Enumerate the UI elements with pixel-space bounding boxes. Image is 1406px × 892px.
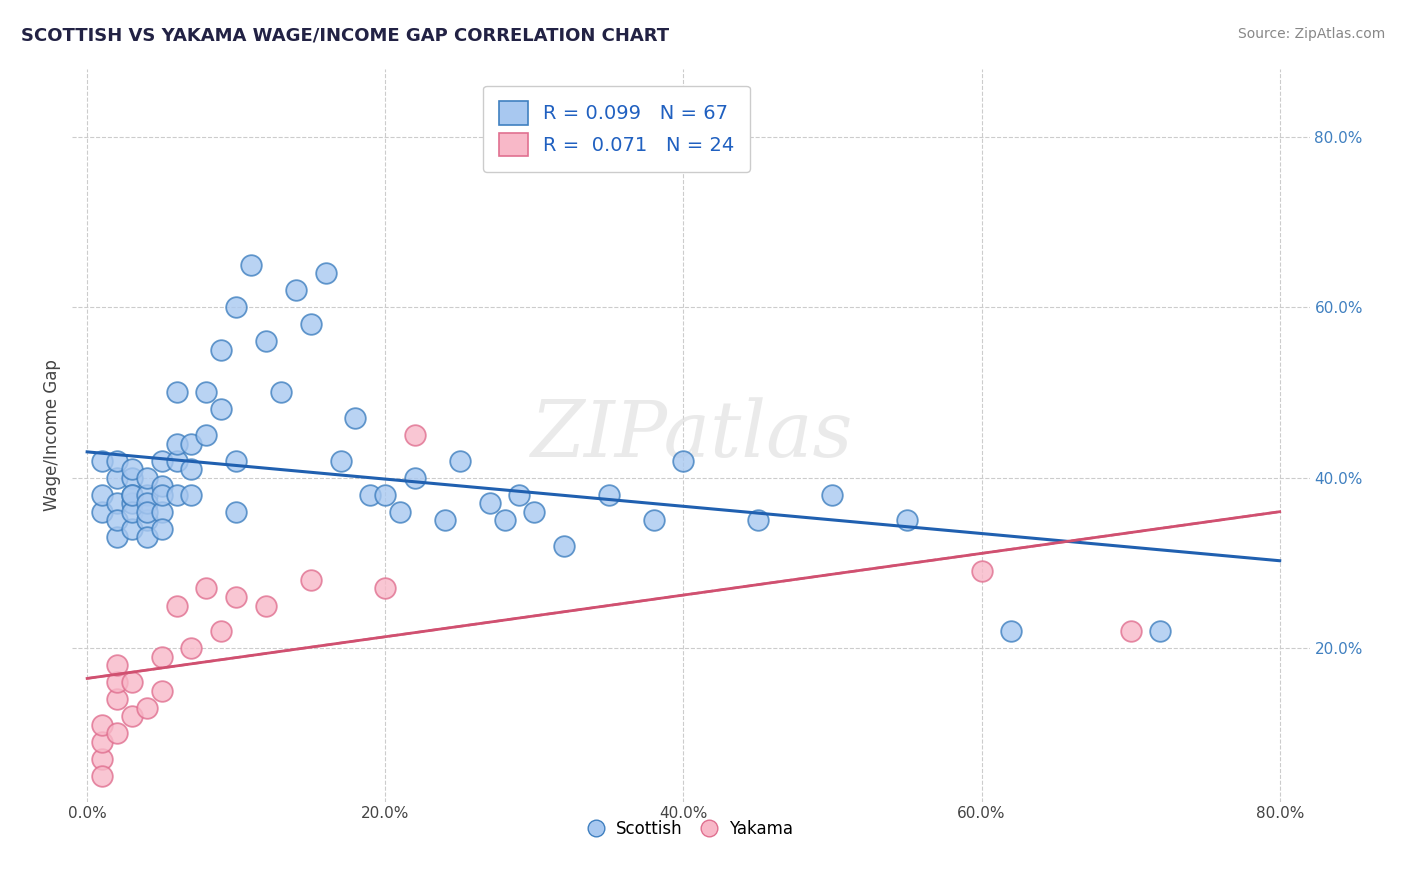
Point — [91, 488, 114, 502]
Point — [315, 266, 337, 280]
Point — [329, 453, 352, 467]
Point — [1119, 624, 1142, 639]
Point — [225, 300, 247, 314]
Point — [166, 599, 188, 613]
Point — [478, 496, 501, 510]
Point — [180, 488, 202, 502]
Point — [150, 649, 173, 664]
Point — [135, 471, 157, 485]
Point — [135, 496, 157, 510]
Point — [150, 683, 173, 698]
Text: SCOTTISH VS YAKAMA WAGE/INCOME GAP CORRELATION CHART: SCOTTISH VS YAKAMA WAGE/INCOME GAP CORRE… — [21, 27, 669, 45]
Text: ZIPatlas: ZIPatlas — [530, 397, 852, 473]
Point — [209, 402, 232, 417]
Point — [135, 505, 157, 519]
Point — [105, 675, 128, 690]
Point — [284, 283, 307, 297]
Point — [180, 462, 202, 476]
Point — [1149, 624, 1171, 639]
Point — [672, 453, 695, 467]
Point — [225, 590, 247, 604]
Point — [643, 513, 665, 527]
Point — [150, 488, 173, 502]
Point — [135, 488, 157, 502]
Point — [150, 479, 173, 493]
Point — [121, 471, 143, 485]
Point — [121, 675, 143, 690]
Point — [195, 385, 218, 400]
Point — [91, 718, 114, 732]
Point — [195, 428, 218, 442]
Point — [508, 488, 530, 502]
Point — [105, 471, 128, 485]
Text: Source: ZipAtlas.com: Source: ZipAtlas.com — [1237, 27, 1385, 41]
Point — [433, 513, 456, 527]
Point — [374, 582, 396, 596]
Point — [449, 453, 471, 467]
Point — [105, 513, 128, 527]
Point — [91, 505, 114, 519]
Point — [121, 496, 143, 510]
Point — [389, 505, 412, 519]
Point — [299, 317, 322, 331]
Point — [121, 505, 143, 519]
Point — [135, 530, 157, 544]
Point — [121, 522, 143, 536]
Point — [970, 565, 993, 579]
Point — [523, 505, 546, 519]
Point — [105, 453, 128, 467]
Legend: Scottish, Yakama: Scottish, Yakama — [582, 814, 800, 845]
Point — [821, 488, 844, 502]
Point — [150, 453, 173, 467]
Point — [747, 513, 769, 527]
Point — [135, 701, 157, 715]
Point — [404, 428, 426, 442]
Point — [270, 385, 292, 400]
Point — [105, 530, 128, 544]
Point — [91, 769, 114, 783]
Point — [166, 453, 188, 467]
Point — [105, 692, 128, 706]
Point — [150, 522, 173, 536]
Point — [299, 573, 322, 587]
Point — [91, 453, 114, 467]
Point — [150, 505, 173, 519]
Point — [404, 471, 426, 485]
Point — [598, 488, 620, 502]
Point — [105, 658, 128, 673]
Point — [1000, 624, 1022, 639]
Point — [374, 488, 396, 502]
Point — [121, 462, 143, 476]
Point — [105, 496, 128, 510]
Point — [180, 436, 202, 450]
Point — [225, 453, 247, 467]
Point — [896, 513, 918, 527]
Point — [105, 726, 128, 740]
Point — [91, 735, 114, 749]
Point — [254, 599, 277, 613]
Point — [344, 411, 367, 425]
Point — [494, 513, 516, 527]
Point — [209, 624, 232, 639]
Point — [209, 343, 232, 357]
Point — [121, 709, 143, 723]
Point — [553, 539, 575, 553]
Point — [121, 488, 143, 502]
Point — [121, 488, 143, 502]
Y-axis label: Wage/Income Gap: Wage/Income Gap — [44, 359, 60, 511]
Point — [195, 582, 218, 596]
Point — [166, 436, 188, 450]
Point — [225, 505, 247, 519]
Point — [166, 488, 188, 502]
Point — [240, 258, 263, 272]
Point — [166, 385, 188, 400]
Point — [91, 752, 114, 766]
Point — [254, 334, 277, 349]
Point — [180, 641, 202, 656]
Point — [359, 488, 381, 502]
Point — [135, 513, 157, 527]
